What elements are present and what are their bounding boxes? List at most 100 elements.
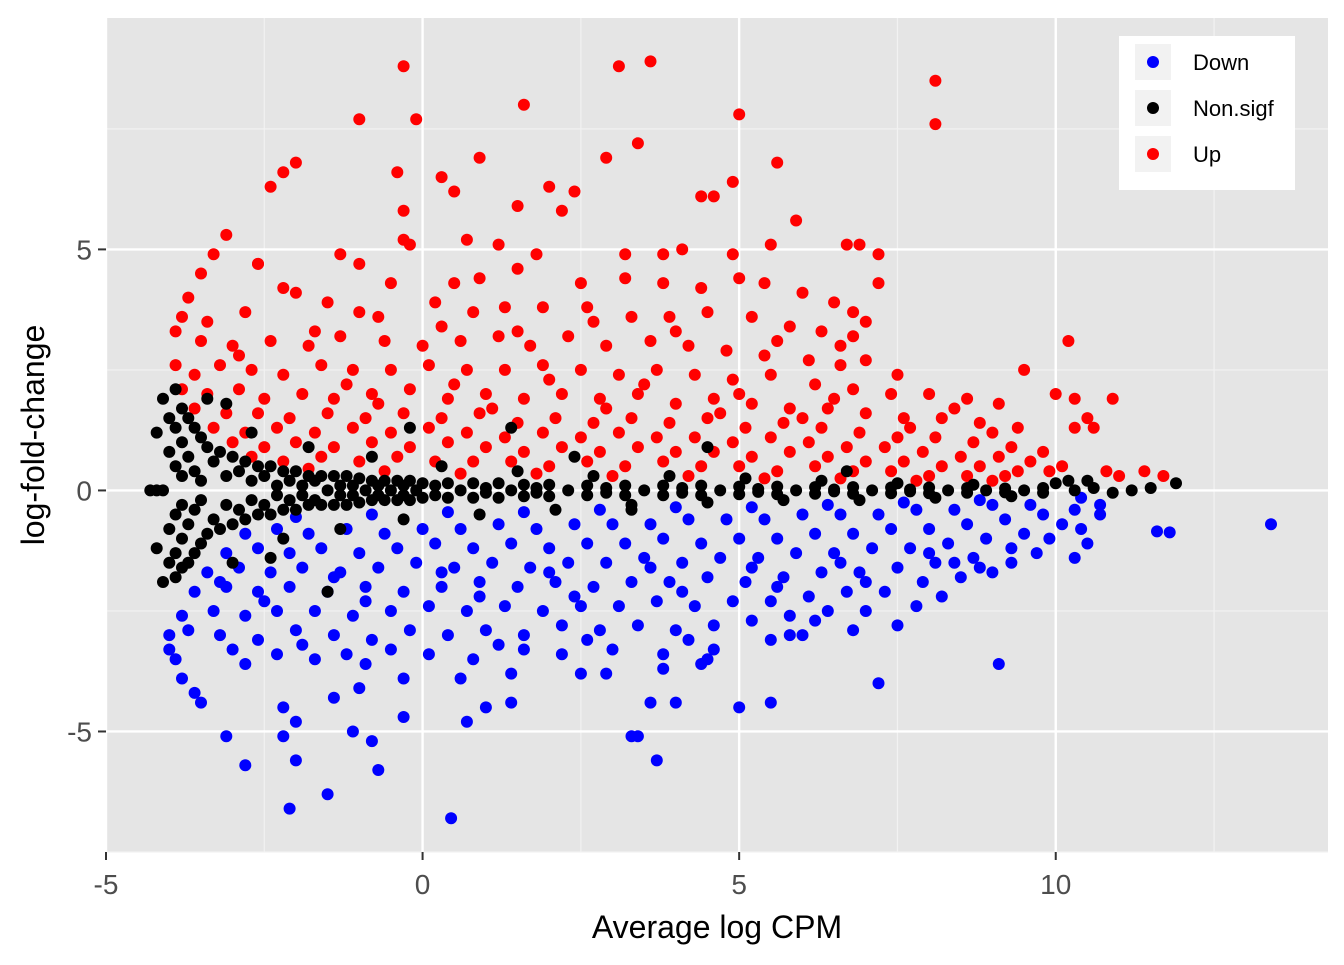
data-point	[891, 619, 904, 632]
data-point	[384, 363, 397, 376]
data-point	[271, 605, 283, 617]
data-point	[315, 359, 328, 372]
data-point	[1068, 392, 1081, 405]
data-point	[220, 498, 233, 511]
data-point	[657, 648, 670, 661]
data-point	[435, 580, 448, 593]
data-point	[473, 576, 486, 588]
data-point	[973, 561, 986, 574]
legend-label: Non.sigf	[1193, 96, 1275, 121]
data-point	[492, 238, 505, 251]
data-point	[511, 580, 524, 593]
data-point	[308, 426, 321, 439]
data-point	[1037, 486, 1050, 499]
data-point	[859, 605, 872, 617]
data-point	[391, 542, 404, 555]
data-point	[682, 513, 695, 526]
data-point	[809, 527, 822, 540]
data-point	[530, 467, 543, 480]
data-point	[479, 441, 492, 454]
data-point	[365, 633, 378, 646]
data-point	[790, 547, 803, 560]
data-point	[562, 556, 575, 569]
data-point	[416, 339, 429, 352]
data-point	[289, 286, 302, 299]
data-point	[264, 460, 277, 473]
data-point	[536, 605, 549, 617]
data-point	[460, 605, 473, 617]
data-point	[612, 368, 625, 381]
data-point	[264, 566, 277, 579]
data-point	[733, 532, 746, 545]
data-point	[289, 503, 302, 516]
data-point	[739, 576, 752, 588]
data-point	[289, 156, 302, 169]
data-point	[726, 248, 739, 261]
data-point	[511, 465, 524, 478]
data-point	[606, 470, 619, 482]
data-point	[625, 412, 638, 425]
data-point	[1056, 460, 1069, 473]
data-point	[1157, 470, 1170, 482]
data-point	[467, 455, 480, 468]
data-point	[233, 465, 245, 478]
data-point	[549, 412, 562, 425]
data-point	[866, 542, 879, 555]
data-point	[682, 339, 695, 352]
data-point	[631, 619, 644, 632]
data-point	[726, 595, 739, 608]
data-point	[353, 496, 366, 509]
data-point	[587, 470, 600, 482]
data-point	[163, 523, 176, 535]
data-point	[543, 373, 556, 386]
data-point	[853, 426, 866, 439]
data-point	[847, 383, 860, 396]
data-point	[384, 484, 397, 497]
legend-label: Down	[1193, 50, 1249, 75]
data-point	[821, 450, 834, 463]
data-point	[574, 277, 587, 290]
data-point	[214, 576, 226, 588]
data-point	[942, 484, 955, 497]
data-point	[1094, 498, 1107, 511]
data-point	[422, 648, 435, 661]
data-point	[365, 450, 378, 463]
data-point	[593, 445, 606, 458]
data-point	[859, 407, 872, 420]
data-point	[764, 633, 777, 646]
data-point	[359, 412, 372, 425]
data-point	[929, 556, 942, 569]
data-point	[403, 624, 416, 637]
data-point	[574, 667, 587, 680]
data-point	[1024, 455, 1037, 468]
data-point	[372, 561, 385, 574]
data-point	[435, 412, 448, 425]
data-point	[897, 412, 910, 425]
legend: Down Non.sigf Up	[1119, 36, 1295, 190]
data-point	[479, 624, 492, 637]
data-point	[441, 629, 454, 642]
data-point	[517, 478, 530, 491]
data-point	[289, 754, 302, 767]
data-point	[625, 498, 638, 511]
data-point	[271, 648, 283, 661]
data-point	[897, 496, 910, 509]
data-point	[321, 788, 334, 801]
data-point	[169, 547, 182, 560]
data-point	[644, 696, 657, 709]
y-axis-title: log-fold-change	[15, 325, 51, 546]
data-point	[935, 460, 948, 473]
data-point	[916, 576, 929, 588]
data-point	[980, 484, 993, 497]
data-point	[720, 513, 733, 526]
data-point	[1170, 477, 1182, 490]
data-point	[758, 513, 771, 526]
data-point	[397, 407, 410, 420]
data-point	[195, 696, 207, 709]
data-point	[353, 472, 366, 485]
data-point	[695, 190, 708, 203]
data-point	[619, 479, 632, 492]
data-point	[441, 392, 454, 405]
data-point	[752, 551, 765, 564]
